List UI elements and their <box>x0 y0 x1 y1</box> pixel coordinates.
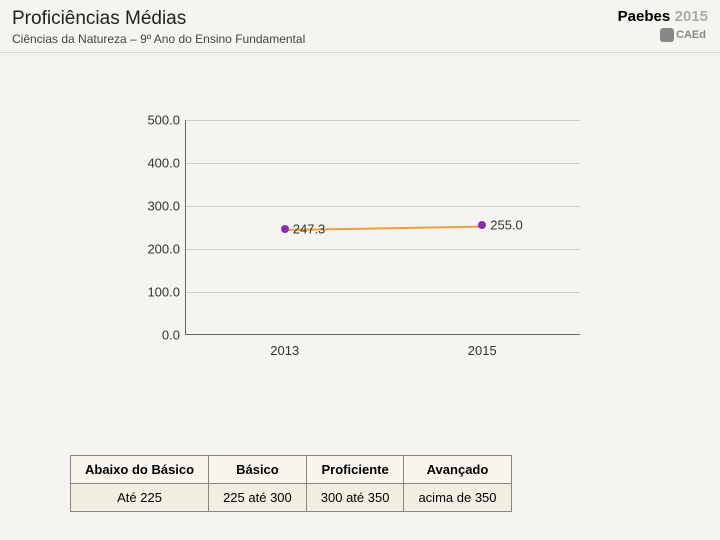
y-axis-label: 400.0 <box>130 156 180 171</box>
y-axis-label: 200.0 <box>130 242 180 257</box>
brand-block: Paebes 2015 <box>618 8 708 26</box>
data-point-label: 247.3 <box>293 221 326 236</box>
logo-icon <box>660 28 674 42</box>
legend-header: Proficiente <box>306 456 404 484</box>
x-axis-label: 2013 <box>270 343 299 358</box>
legend-range: acima de 350 <box>404 484 511 512</box>
legend-header: Avançado <box>404 456 511 484</box>
gridline <box>186 249 580 250</box>
y-axis-label: 100.0 <box>130 285 180 300</box>
gridline <box>186 206 580 207</box>
logo: CAEd <box>660 28 706 42</box>
legend-range: 300 até 350 <box>306 484 404 512</box>
gridline <box>186 163 580 164</box>
page-title: Proficiências Médias <box>12 8 186 30</box>
y-axis-label: 300.0 <box>130 199 180 214</box>
data-point <box>281 225 289 233</box>
y-axis-label: 500.0 <box>130 113 180 128</box>
data-point-label: 255.0 <box>490 218 523 233</box>
legend-header: Básico <box>209 456 307 484</box>
gridline <box>186 292 580 293</box>
brand-name: Paebes <box>618 8 671 25</box>
x-axis-label: 2015 <box>468 343 497 358</box>
legend-header: Abaixo do Básico <box>71 456 209 484</box>
legend-range: 225 até 300 <box>209 484 307 512</box>
legend-header-row: Abaixo do Básico Básico Proficiente Avan… <box>71 456 512 484</box>
y-axis-label: 0.0 <box>130 328 180 343</box>
legend-range-row: Até 225 225 até 300 300 até 350 acima de… <box>71 484 512 512</box>
proficiency-chart: 0.0100.0200.0300.0400.0500.0247.32013255… <box>130 120 580 365</box>
chart-plot: 0.0100.0200.0300.0400.0500.0247.32013255… <box>185 120 580 335</box>
header: Proficiências Médias Paebes 2015 <box>0 0 720 30</box>
logo-text: CAEd <box>676 29 706 41</box>
legend-table: Abaixo do Básico Básico Proficiente Avan… <box>70 455 512 512</box>
subtitle: Ciências da Natureza – 9º Ano do Ensino … <box>0 30 720 52</box>
data-point <box>478 221 486 229</box>
divider <box>0 52 720 53</box>
legend-range: Até 225 <box>71 484 209 512</box>
gridline <box>186 120 580 121</box>
brand-year: 2015 <box>675 8 708 25</box>
